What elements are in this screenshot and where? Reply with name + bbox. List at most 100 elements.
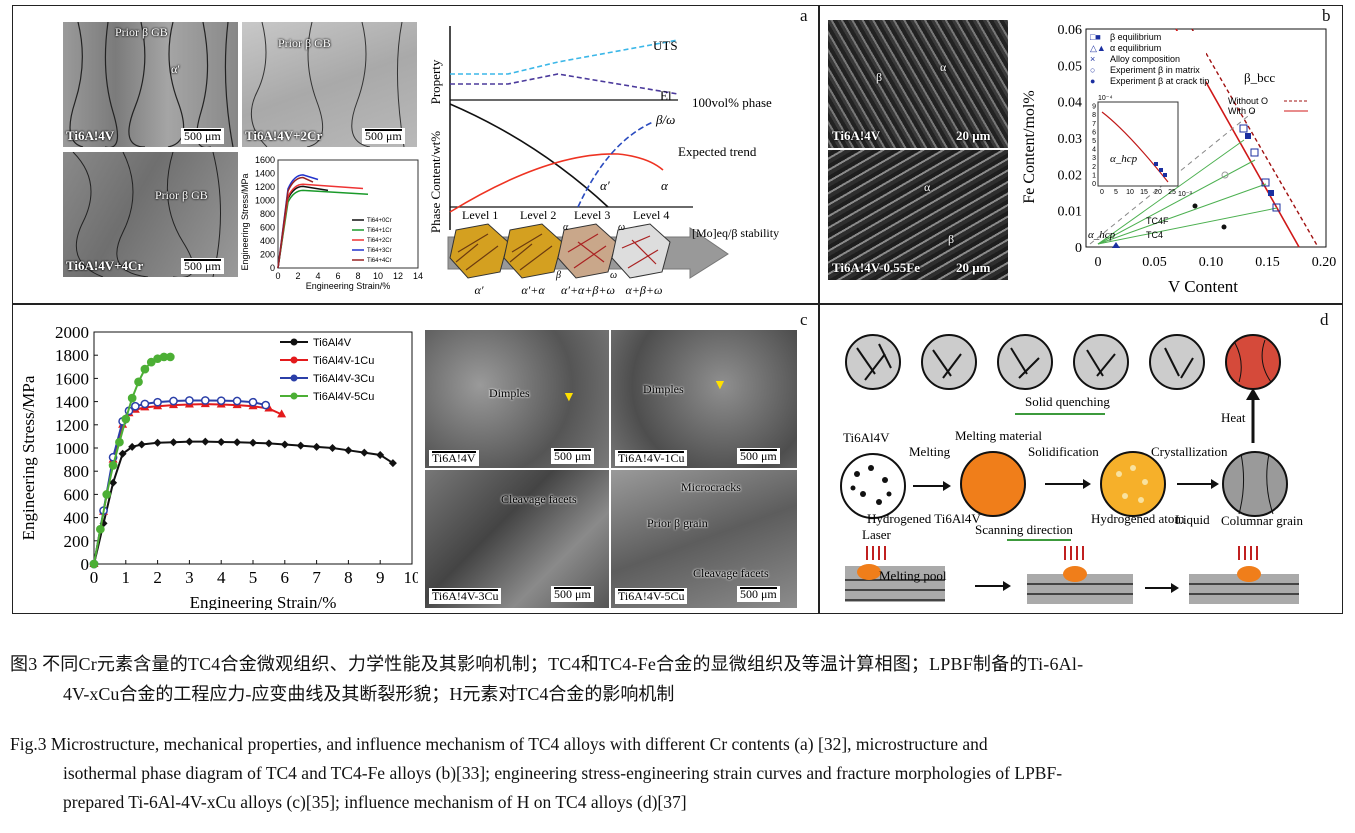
hydrogen-mechanism-diagram: Solid quenching Heat Ti6Al4V Melting Mel… [840,334,1303,604]
data-point [217,437,226,446]
label-cleavage: Cleavage facets [501,492,577,506]
x-axis-label: [Mo]eq/β stability [692,226,779,240]
sample-label: Ti6A!4V [429,450,479,466]
legend-marker-icon: □■ [1090,32,1101,42]
x-tick-label: 2 [295,271,300,281]
data-point [360,448,369,457]
y-tick-label: 600 [64,485,90,504]
data-point [185,396,194,405]
x-tick-label: 6 [281,568,290,587]
data-point [277,409,287,418]
data-point [388,459,397,468]
y-tick-label: 0.05 [1058,59,1083,74]
cr-curve [277,174,319,269]
inset-exponent: 10⁻⁴ [1098,95,1113,102]
data-point [264,439,273,448]
label-laser: Laser [862,527,892,542]
inset-y-tick: 1 [1092,172,1096,179]
label-alpha-prime: α′ [171,62,180,76]
x-tick-label: 8 [344,568,353,587]
x-tick-label: 1 [122,568,131,587]
x-tick-label: 2 [153,568,162,587]
label-uts: UTS [653,38,678,53]
label-expected-trend: Expected trend [678,144,757,159]
data-point [146,357,156,367]
grain-boundaries [69,22,234,147]
caption-en-line2: isothermal phase diagram of TC4 and TC4-… [63,763,1063,783]
label-100vol: 100vol% phase [692,95,772,110]
data-point [376,450,385,459]
panel-divider-horizontal [12,303,1343,305]
panel-label-d: d [1320,310,1329,329]
phase-diagram-chart: Fe Content/mol% V Content 0 0.01 0.02 0.03 0… [1021,23,1336,296]
legend-label: Ti6Al4V [313,337,352,349]
x-tick-label: 9 [376,568,385,587]
label-beta: β [876,70,883,84]
x-tick-label: 3 [185,568,194,587]
legend-label: β equilibrium [1110,32,1161,42]
label-melting-material: Melting material [955,428,1042,443]
legend-label: Alloy composition [1110,54,1180,64]
label-dimples: Dimples [643,382,684,396]
data-point [280,440,289,449]
region-beta-bcc: β_bcc [1244,70,1275,85]
data-point [140,364,150,374]
mechanism-schematic: Property Phase Content/wt% UTS El 100vol… [428,26,779,297]
data-point [328,444,337,452]
legend-label: Ti6Al4V-5Cu [313,391,374,403]
x-tick-label: 0.10 [1199,255,1224,270]
sample-label: Ti6A!4V [66,128,115,143]
x-axis-label: V Content [1168,277,1238,296]
data-point [249,438,257,447]
x-tick-label: 0.15 [1255,255,1280,270]
fracture-ti64-5cu: Microcracks Prior β grain Cleavage facet… [611,470,797,608]
legend-label: Ti64+3Cr [367,248,392,254]
legend-label: Ti64+1Cr [367,228,392,234]
y-tick-label: 1200 [255,182,275,192]
micrograph-ti64-4cr: Prior β GB Ti6A!4V+4Cr 500 μm [63,152,238,277]
data-point [108,461,118,470]
label-hydrogened-atom: Hydrogened atom [1091,511,1185,526]
legend-label: Ti6Al4V-3Cu [313,373,374,385]
label-scanning-direction: Scanning direction [975,522,1073,537]
data-point [134,377,143,387]
data-point [165,352,175,362]
inset-y-tick: 4 [1092,147,1096,154]
y-tick-label: 0 [81,555,90,574]
sample-label: Ti6A!4V [832,128,881,143]
inset-x-tick: 10 [1126,189,1134,196]
phase-3: α′+α+β+ω [561,283,615,297]
label-tc4f: TC4F [1146,216,1169,226]
panel-divider-vertical [818,5,820,614]
data-point [137,440,146,449]
x-tick-label: 0 [90,568,99,587]
caption-cn-line1: 图3 不同Cr元素含量的TC4合金微观组织、力学性能及其影响机制；TC4和TC4… [10,654,1084,674]
data-point [140,399,150,409]
y-tick-label: 1000 [255,196,275,206]
legend-label: Experiment β at crack tip [1110,76,1209,86]
x-tick-label: 0 [1095,255,1102,270]
inset-y-tick: 9 [1092,104,1096,111]
x-tick-label: 4 [315,271,320,281]
caption-cn-line2: 4V-xCu合金的工程应力-应变曲线及其断裂形貌；H元素对TC4合金的影响机制 [63,684,675,704]
data-point [102,490,112,499]
small-alpha: α [563,222,569,233]
label-heat: Heat [1221,410,1246,425]
label-solidification: Solidification [1028,444,1099,459]
series-line [93,440,394,565]
legend-label: Ti64+4Cr [367,258,392,264]
y-label-property: Property [428,59,443,104]
label-melting-pool: Melting pool [879,568,947,583]
cu-stress-strain-chart: Engineering Stress/MPa Engineering Strai… [19,323,418,610]
y-tick-label: 0.02 [1058,168,1083,183]
data-point [232,396,242,406]
label-prior-beta-gb: Prior β GB [278,36,331,50]
legend-marker [290,338,298,346]
inset-y-tick: 8 [1092,112,1096,119]
inset-y-tick: 2 [1092,164,1096,171]
sample-label: Ti6A!4V-3Cu [429,588,502,604]
label-beta-omega: β/ω [655,112,675,127]
data-point [344,446,353,455]
label-hydrogened-ti: Hydrogened Ti6Al4V [867,511,981,526]
y-tick-label: 1800 [55,346,89,365]
